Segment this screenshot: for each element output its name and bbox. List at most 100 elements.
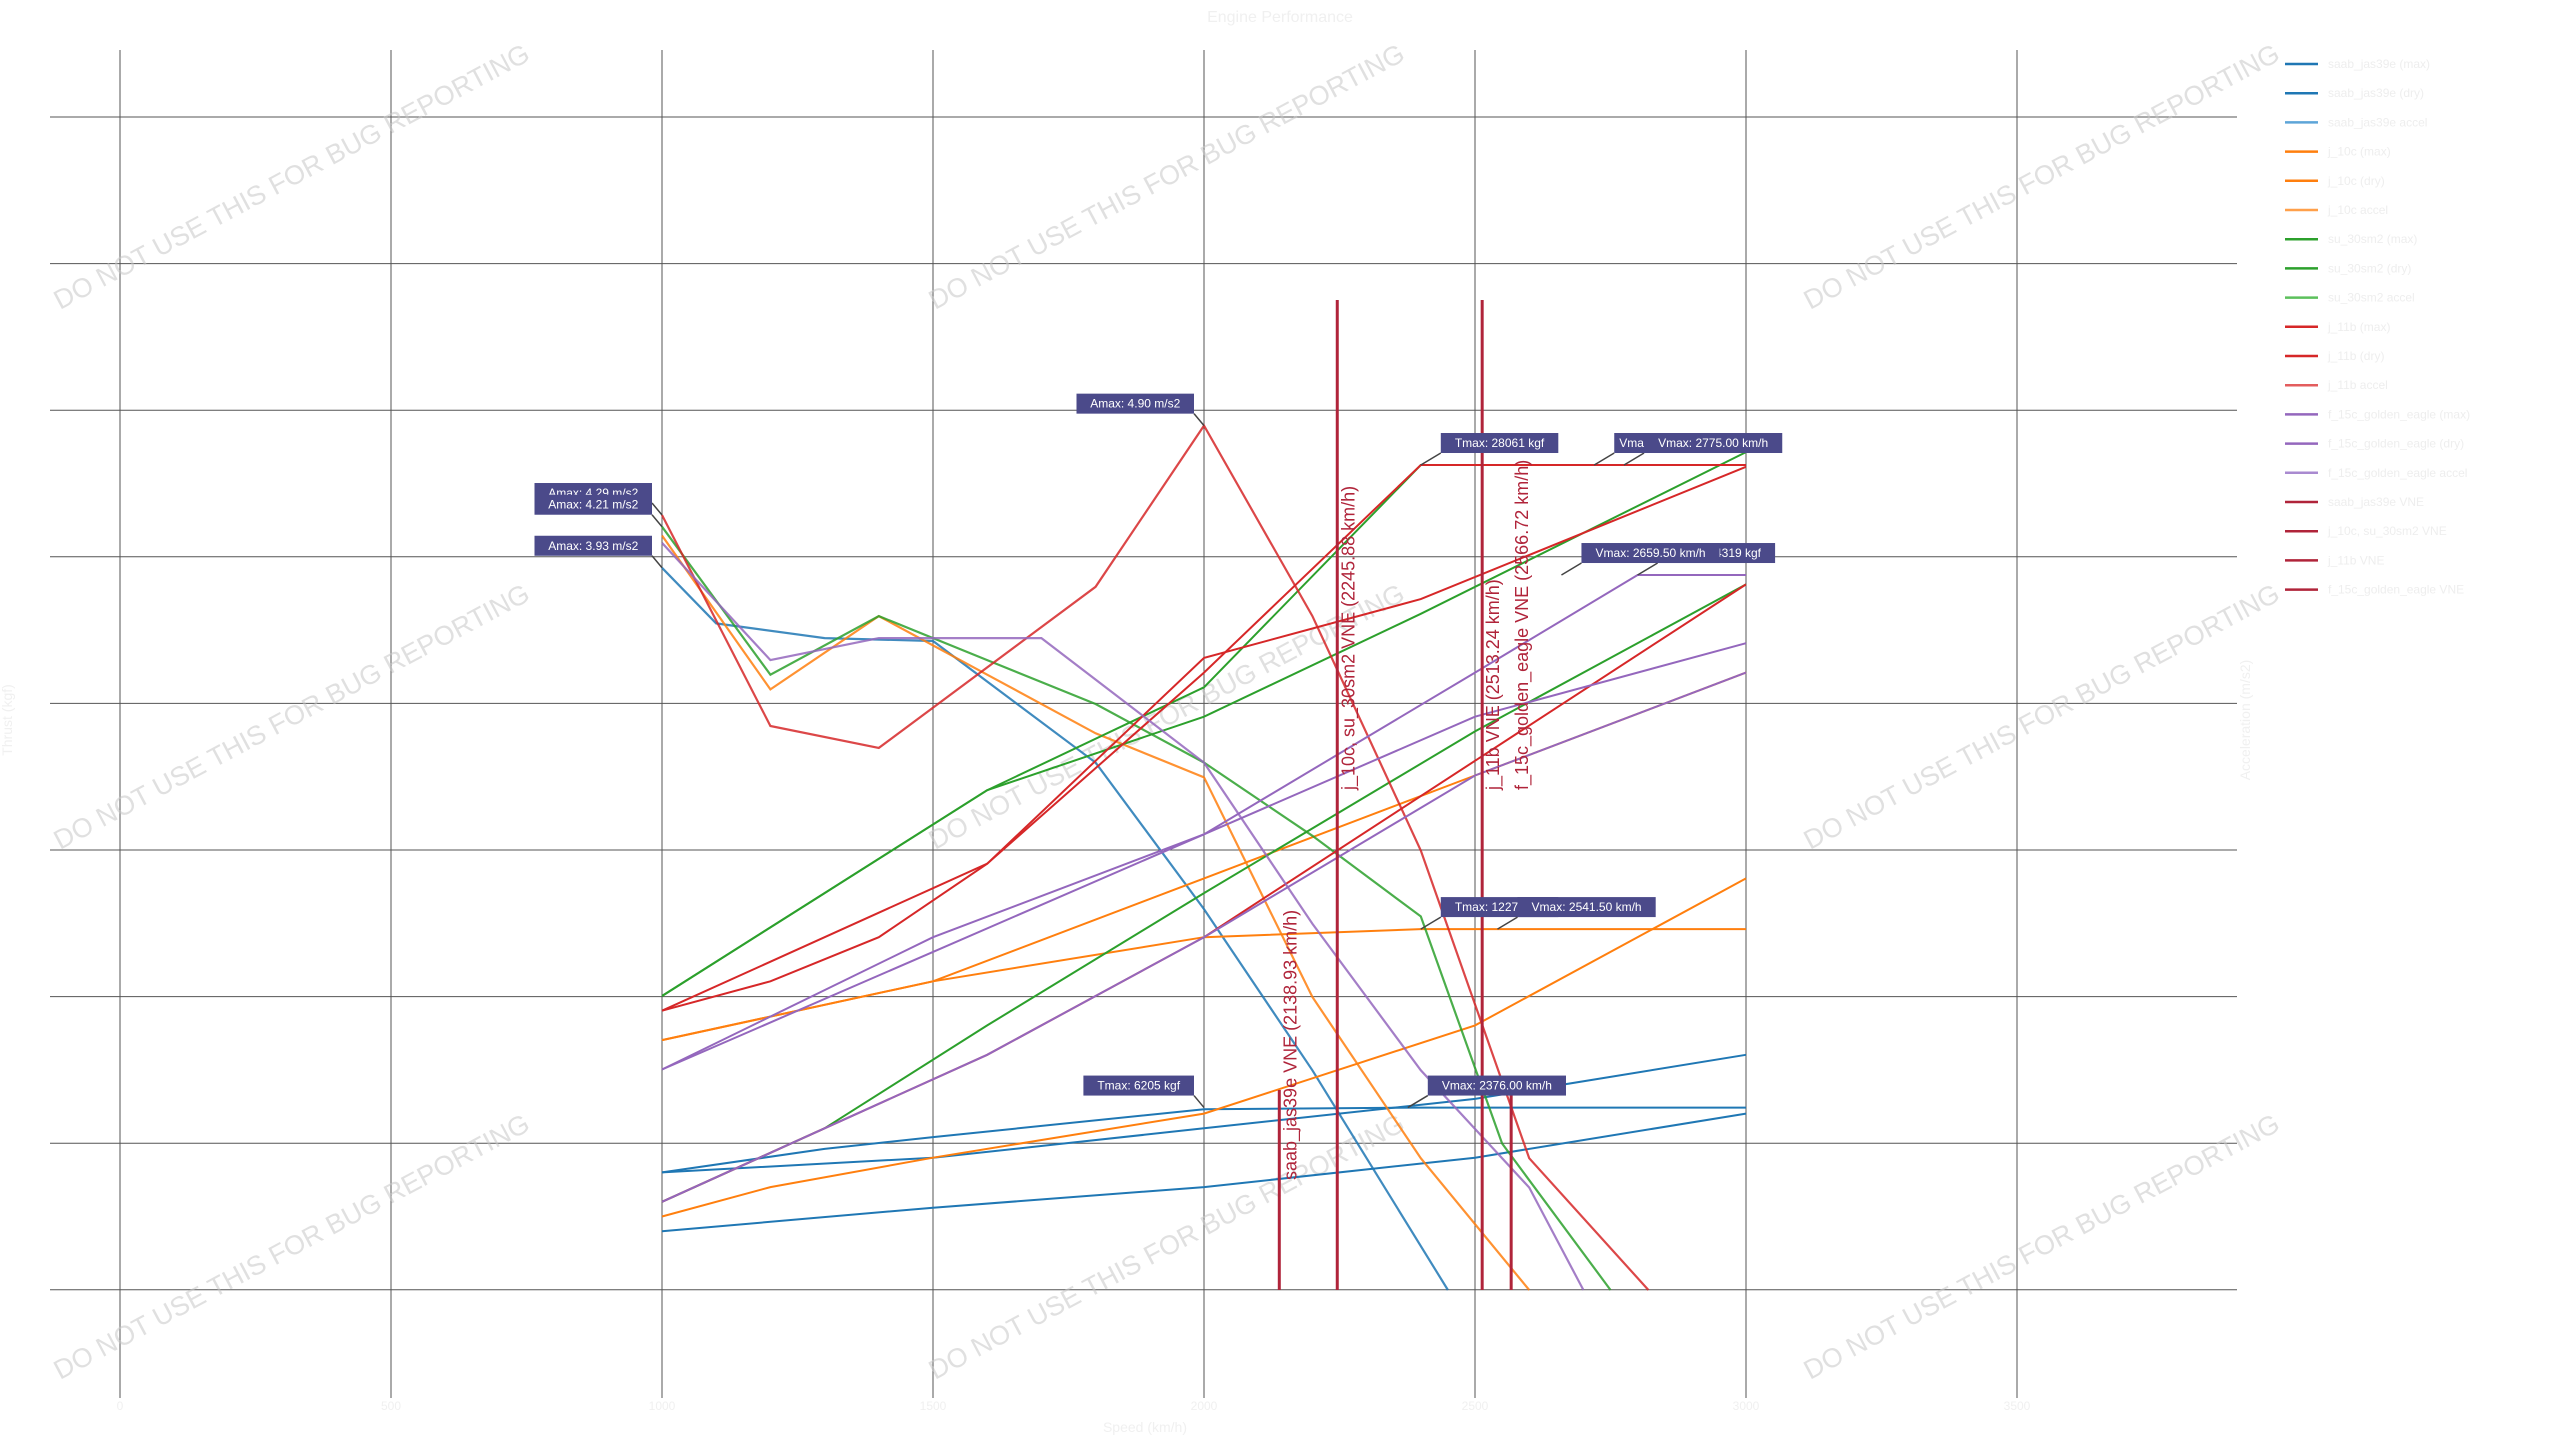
annotation-arrow [1420, 916, 1442, 930]
thrust-dry-line [661, 877, 1747, 1218]
legend-label: j_10c (max) [2327, 145, 2391, 159]
annotation-label: Amax: 3.93 m/s2 [548, 539, 638, 553]
legend-item[interactable]: j_10c, su_30sm2 VNE [2285, 524, 2447, 538]
legend-item[interactable]: su_30sm2 (dry) [2285, 261, 2411, 275]
thrust-cap-line [661, 1106, 1746, 1174]
x-tick-label: 2000 [1191, 1399, 1218, 1413]
legend-item[interactable]: f_15c_golden_eagle VNE [2285, 583, 2464, 597]
annotation-arrow [1623, 452, 1645, 466]
legend-label: f_15c_golden_eagle accel [2328, 466, 2467, 480]
x-tick-label: 3000 [1733, 1399, 1760, 1413]
annotation-label: Vma [1619, 436, 1644, 450]
annotation-arrow [1193, 1095, 1205, 1109]
annotation-arrow [1497, 916, 1518, 930]
legend-item[interactable]: f_15c_golden_eagle (dry) [2285, 437, 2464, 451]
x-tick-label: 1000 [649, 1399, 676, 1413]
watermark-text: DO NOT USE THIS FOR BUG REPORTING [49, 38, 535, 315]
acceleration-line [661, 423, 1650, 1291]
legend-item[interactable]: saab_jas39e accel [2285, 115, 2427, 129]
legend-item[interactable]: j_10c (dry) [2285, 174, 2385, 188]
legend-item[interactable]: su_30sm2 accel [2285, 291, 2415, 305]
annotation-box [534, 535, 652, 556]
vne-label: saab_jas39e VNE (2138.93 km/h) [1280, 910, 1301, 1180]
legend-item[interactable]: j_10c accel [2285, 203, 2388, 217]
legend-label: f_15c_golden_eagle (max) [2328, 407, 2470, 421]
watermark-text: DO NOT USE THIS FOR BUG REPORTING [49, 1108, 535, 1385]
annotation-box [1581, 543, 1720, 564]
annotation-label: Tmax: 6205 kgf [1097, 1079, 1180, 1093]
annotation-label: Vmax: 2775.00 km/h [1658, 436, 1768, 450]
legend-item[interactable]: j_11b (max) [2285, 320, 2390, 334]
legend-item[interactable]: saab_jas39e (max) [2285, 57, 2430, 71]
thrust-dry-line [661, 465, 1747, 1012]
annotation-box [1517, 897, 1656, 918]
legend-item[interactable]: su_30sm2 (max) [2285, 232, 2417, 246]
legend-item[interactable]: saab_jas39e VNE [2285, 495, 2424, 509]
watermark-text: DO NOT USE THIS FOR BUG REPORTING [1799, 1108, 2285, 1385]
legend-label: saab_jas39e VNE [2328, 495, 2424, 509]
annotation-arrow [1593, 452, 1615, 466]
legend-item[interactable]: j_11b VNE [2285, 553, 2384, 567]
series-lines [661, 423, 1747, 1291]
y-axis-label: Thrust (kgf) [0, 684, 15, 756]
annotation-label: Vmax: 2541.50 km/h [1532, 900, 1642, 914]
annotation-arrow [1407, 1094, 1429, 1109]
watermark-text: DO NOT USE THIS FOR BUG REPORTING [924, 38, 1410, 315]
grid-lines [50, 50, 2237, 1398]
acceleration-line [661, 542, 1585, 1291]
x-tick-label: 1500 [920, 1399, 947, 1413]
legend-item[interactable]: j_11b (dry) [2285, 349, 2384, 363]
legend-label: j_10c accel [2327, 203, 2388, 217]
watermark-text: DO NOT USE THIS FOR BUG REPORTING [1799, 578, 2285, 855]
thrust-dry-line [661, 1112, 1747, 1233]
chart-title: Engine Performance [1207, 9, 1353, 26]
thrust-cap-line [661, 574, 1746, 1071]
annotation-arrow [651, 514, 663, 528]
annotation-box [1440, 433, 1559, 454]
annotation-label: Amax: 4.90 m/s2 [1090, 397, 1180, 411]
x-tick-label: 500 [381, 1399, 401, 1413]
annotation-box [1076, 393, 1194, 414]
annotation-arrow [651, 502, 663, 516]
legend-item[interactable]: f_15c_golden_eagle (max) [2285, 407, 2470, 421]
x-tick-label: 0 [117, 1399, 124, 1413]
annotation-label: Vmax: 2659.50 km/h [1596, 546, 1706, 560]
acceleration-line [661, 534, 1531, 1291]
thrust-cap-line [661, 464, 1746, 1012]
thrust-dry-line [661, 671, 1747, 1203]
annotation-arrow [1561, 562, 1582, 576]
annotation-box [1614, 433, 1649, 454]
vne-label: j_11b VNE (2513.24 km/h) [1483, 579, 1504, 791]
annotation-label: Tmax: 28061 kgf [1455, 436, 1545, 450]
annotation-box [1083, 1075, 1194, 1096]
vne-label: f_15c_golden_eagle VNE (2566.72 km/h) [1512, 460, 1533, 790]
annotation-box [1427, 1075, 1566, 1096]
watermark-text: DO NOT USE THIS FOR BUG REPORTING [49, 578, 535, 855]
y2-axis-label: Acceleration (m/s2) [2237, 660, 2253, 781]
annotation-arrow [1637, 562, 1658, 576]
annotation-box [1644, 433, 1783, 454]
legend-item[interactable]: f_15c_golden_eagle accel [2285, 466, 2467, 480]
legend-label: j_11b accel [2327, 378, 2388, 392]
watermarks: DO NOT USE THIS FOR BUG REPORTING DO NOT … [49, 38, 2285, 1385]
legend[interactable]: saab_jas39e (max) saab_jas39e (dry) saab_j… [2285, 57, 2470, 597]
legend-label: saab_jas39e (max) [2328, 57, 2430, 71]
legend-item[interactable]: j_11b accel [2285, 378, 2388, 392]
x-tick-label: 3500 [2004, 1399, 2031, 1413]
annotation-box [534, 494, 652, 515]
x-axis-label: Speed (km/h) [1103, 1419, 1187, 1435]
legend-label: j_10c, su_30sm2 VNE [2327, 524, 2447, 538]
legend-label: su_30sm2 accel [2328, 291, 2415, 305]
legend-label: j_11b (max) [2327, 320, 2390, 334]
annotation-label: Vmax: 2376.00 km/h [1442, 1079, 1552, 1093]
legend-item[interactable]: j_10c (max) [2285, 145, 2391, 159]
vne-lines: saab_jas39e VNE (2138.93 km/h) j_10c, su_… [1277, 300, 1533, 1290]
legend-label: j_10c (dry) [2327, 174, 2385, 188]
acceleration-line [661, 526, 1612, 1291]
legend-label: su_30sm2 (dry) [2328, 261, 2411, 275]
annotation-arrow [651, 555, 663, 569]
legend-item[interactable]: saab_jas39e (dry) [2285, 86, 2424, 100]
legend-label: su_30sm2 (max) [2328, 232, 2417, 246]
